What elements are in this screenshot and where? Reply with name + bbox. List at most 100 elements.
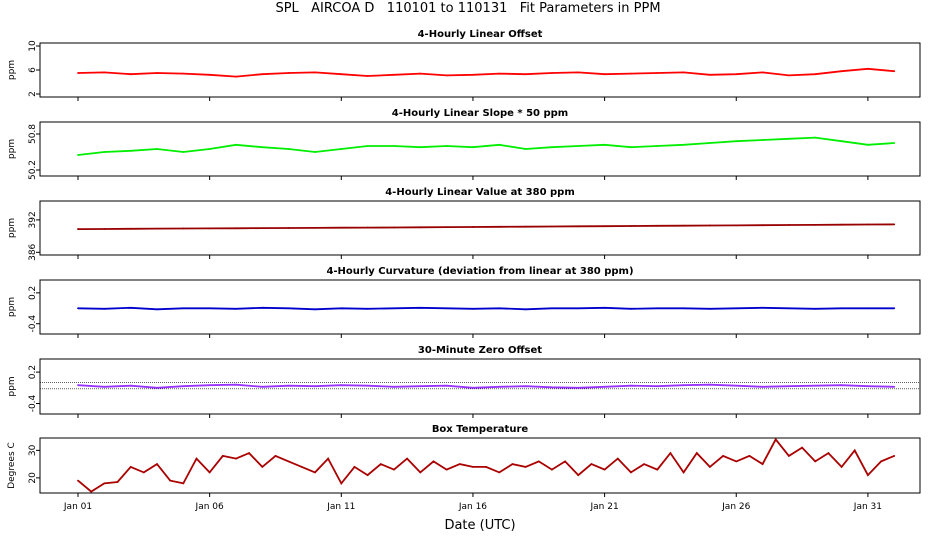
data-point [445,145,448,147]
y-axis-label: ppm [7,139,17,159]
data-point [537,460,540,463]
data-point [393,73,395,76]
data-point [235,457,237,460]
y-tick-label: 20 [28,472,38,484]
data-point [498,307,501,310]
data-point [129,227,132,230]
data-point [630,384,632,387]
data-point [314,308,316,311]
x-tick-label: Jan 01 [63,502,92,512]
panel-title: 4-Hourly Linear Offset [418,29,543,40]
y-tick-label: -0.4 [28,394,38,412]
y-axis-label: ppm [7,297,17,317]
data-point [458,463,461,466]
data-point [709,465,711,468]
data-point [366,75,369,77]
data-point [340,148,343,150]
data-point [735,460,738,463]
y-axis-label: Degrees C [7,442,17,489]
data-point [840,465,843,468]
data-point [774,438,777,441]
data-point [867,385,869,388]
data-point [498,385,501,388]
data-point [603,468,606,471]
data-point [261,73,264,76]
data-point [603,143,606,146]
data-point [893,385,896,388]
data-point [235,227,237,230]
data-point [709,307,711,310]
data-point [406,457,409,460]
data-point [274,454,277,457]
data-point [156,72,158,74]
data-point [314,471,316,474]
data-point [393,145,395,147]
data-point [77,72,79,74]
panel-frame [39,42,921,98]
data-point [682,71,685,74]
data-point [788,137,790,140]
data-point [393,226,395,229]
data-point [129,465,132,468]
data-point [445,74,448,77]
data-point [761,139,764,141]
data-point [788,224,790,226]
data-point [366,307,369,310]
data-point [156,463,158,466]
panel-6: Box Temperature 20 30 Degrees C [7,424,921,497]
data-point [129,384,132,387]
panel-5: 30-Minute Zero Offset -0.4 0.2 ppm [7,345,921,418]
data-point [827,452,830,455]
data-point [867,223,869,226]
data-point [511,463,514,466]
data-point [366,145,369,147]
data-point [551,72,553,74]
data-point [577,474,580,477]
x-tick-label: Jan 31 [853,502,882,512]
data-point [156,386,158,389]
main-title: SPL AIRCOA D 110101 to 110131 Fit Parame… [275,1,661,16]
data-point [221,454,224,457]
data-point [156,227,158,230]
y-tick-label: 386 [28,243,38,260]
data-point [656,307,659,310]
data-point [656,385,659,388]
data-point [695,452,698,455]
data-point [208,148,211,150]
data-point [208,73,211,76]
data-point [77,479,79,482]
data-point [761,463,764,466]
data-point [261,146,264,149]
data-point [893,70,896,73]
data-point [840,140,843,143]
panel-frame [39,358,921,415]
data-point [551,386,553,389]
data-point [208,471,211,474]
data-point [314,226,316,229]
y-tick-label: 0.2 [28,286,38,300]
y-axis-label: ppm [7,376,17,396]
data-point [761,385,764,388]
data-point [788,307,790,310]
data-point [419,146,422,149]
panel-title: 4-Hourly Linear Value at 380 ppm [385,187,575,198]
data-point [656,224,659,227]
panel-frame [39,279,921,335]
data-point [682,307,685,310]
data-point [419,385,422,388]
data-point [564,460,567,463]
data-point [142,471,145,474]
data-point [524,148,527,150]
data-point [472,73,474,76]
data-point [235,383,237,386]
data-point [524,308,527,311]
data-point [445,384,448,387]
series-line [77,383,895,389]
data-point [195,457,198,460]
data-point [761,71,764,74]
data-point [261,385,264,388]
y-axis-label: ppm [7,60,17,80]
data-point [300,465,303,468]
data-point [235,143,237,146]
data-point [867,474,869,477]
